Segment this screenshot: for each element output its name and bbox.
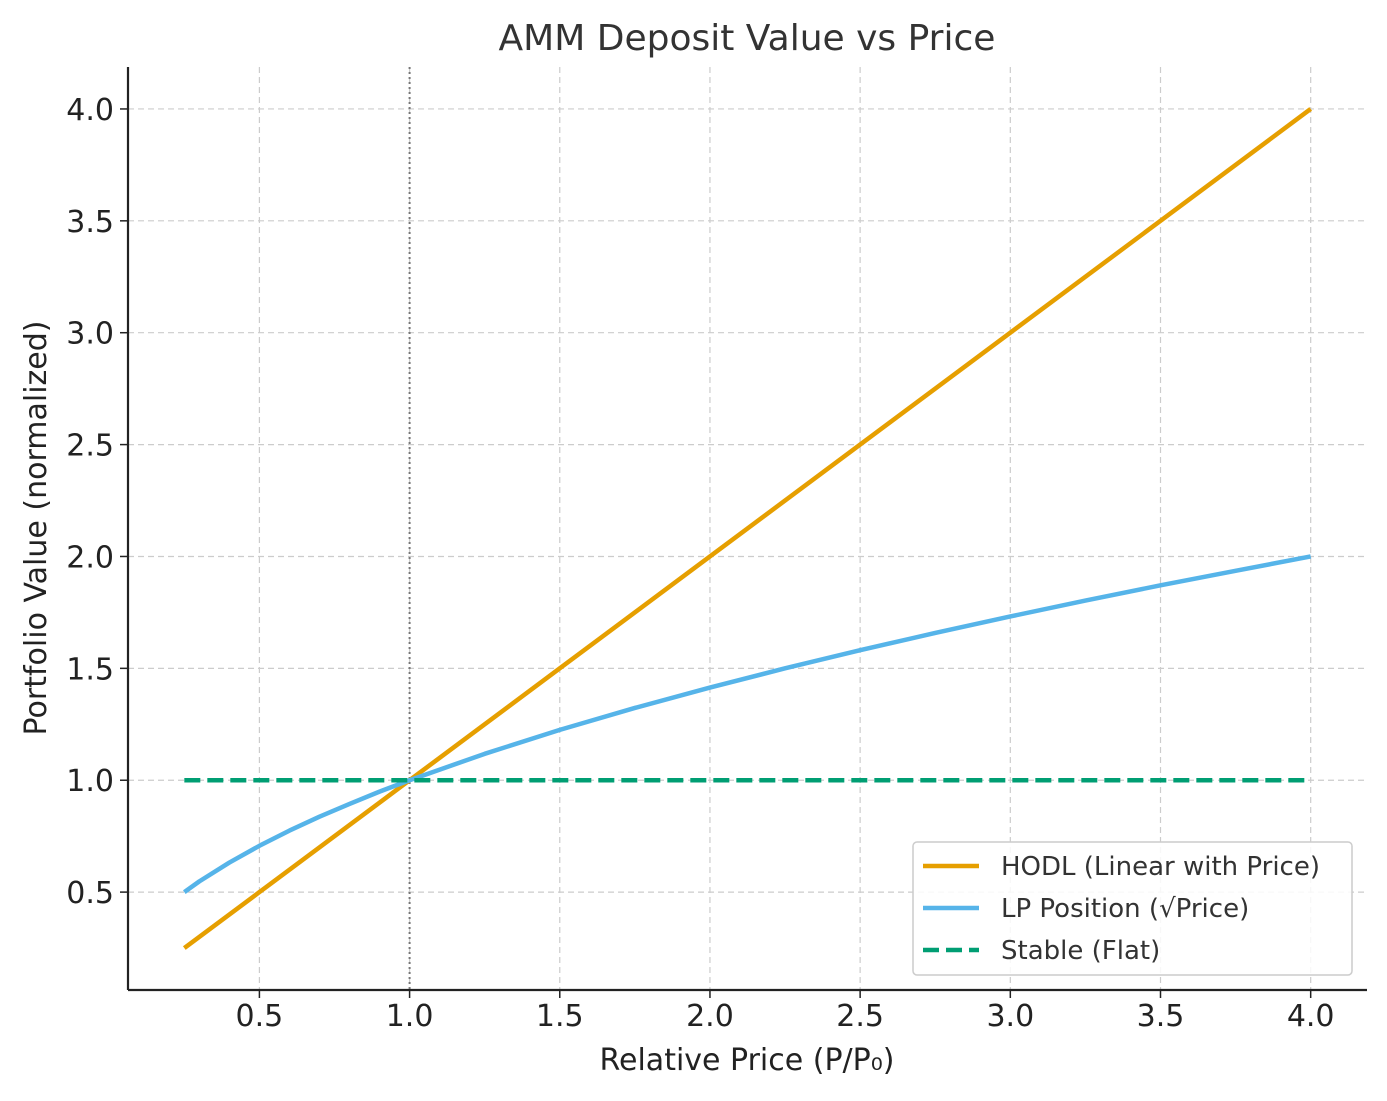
y-tick-label: 3.0 [66, 317, 114, 352]
y-tick-label: 1.5 [66, 652, 114, 687]
x-tick-label: 3.5 [1137, 999, 1185, 1034]
series-line-1 [182, 107, 1313, 950]
y-tick-label: 2.5 [66, 429, 114, 464]
tick-labels: 0.5 1.0 1.5 2.0 2.5 3.0 3.5 4.0 0.5 1.0 1.5 2.0 2.5 3… [66, 93, 1334, 1034]
legend-label-2: LP Position (√Price) [1001, 894, 1249, 924]
series-line-2 [183, 554, 1312, 894]
x-tick-label: 3.0 [986, 999, 1034, 1034]
y-axis-label: Portfolio Value (normalized) [19, 321, 54, 736]
legend-box [912, 841, 1353, 976]
y-tick-label: 1.0 [66, 764, 114, 799]
x-tick-label: 1.5 [536, 999, 584, 1034]
x-axis-label: Relative Price (P/P₀) [600, 1043, 895, 1078]
x-tick-label: 4.0 [1287, 999, 1335, 1034]
legend-label-1: HODL (Linear with Price) [1001, 852, 1320, 882]
series-lines [182, 107, 1313, 950]
x-tick-label: 2.0 [686, 999, 734, 1034]
x-tick-label: 0.5 [236, 999, 284, 1034]
legend: HODL (Linear with Price) LP Position (√Pr… [912, 841, 1353, 976]
y-tick-label: 0.5 [66, 876, 114, 911]
x-tick-label: 2.5 [836, 999, 884, 1034]
y-tick-label: 2.0 [66, 540, 114, 575]
legend-label-3: Stable (Flat) [1001, 936, 1160, 966]
x-tick-label: 1.0 [386, 999, 434, 1034]
axes [120, 67, 1367, 998]
y-tick-label: 3.5 [66, 205, 114, 240]
y-tick-label: 4.0 [66, 93, 114, 128]
chart-title: AMM Deposit Value vs Price [499, 18, 996, 59]
